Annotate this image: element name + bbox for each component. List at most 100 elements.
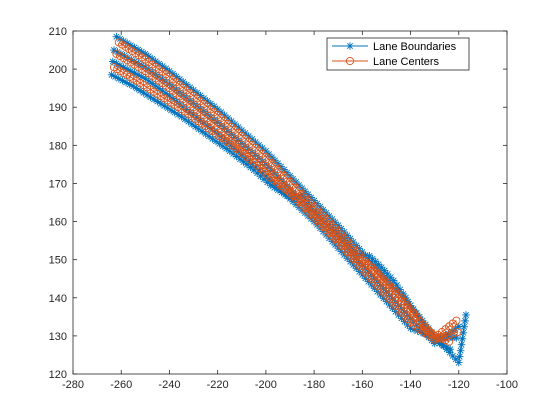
data-point [112, 59, 121, 68]
data-point [130, 69, 139, 77]
data-point [210, 102, 219, 111]
data-point [224, 139, 232, 147]
data-point [224, 114, 232, 122]
data-point [374, 260, 383, 269]
data-point [452, 316, 461, 325]
data-point [186, 108, 194, 116]
data-point [116, 61, 124, 70]
data-point [448, 352, 457, 360]
data-point [313, 212, 322, 222]
series-lane-centers [109, 38, 462, 346]
y-tick-label: 180 [49, 140, 67, 152]
legend-marker [346, 42, 354, 50]
legend-entry: Lane Boundaries [332, 41, 457, 53]
data-point [418, 320, 427, 329]
data-point [160, 102, 169, 110]
data-point [410, 325, 418, 334]
data-point [262, 172, 270, 180]
data-point [210, 127, 219, 135]
series-line [118, 41, 457, 339]
legend-marker [345, 56, 355, 66]
data-point [251, 163, 260, 171]
data-point [177, 112, 186, 121]
data-point [434, 333, 443, 342]
data-point [417, 317, 426, 326]
data-point [143, 91, 151, 99]
y-tick-label: 150 [49, 255, 67, 267]
data-point [158, 62, 167, 70]
data-point [117, 50, 125, 58]
data-point [206, 124, 215, 133]
data-point [227, 117, 236, 125]
data-point [134, 45, 142, 54]
data-point [244, 157, 253, 165]
data-point [157, 99, 165, 108]
data-point [205, 132, 213, 141]
data-point [193, 113, 201, 122]
data-point [304, 198, 312, 207]
data-point [373, 269, 382, 278]
data-point [165, 91, 174, 100]
x-tick-label: -180 [303, 379, 325, 391]
data-point [277, 188, 286, 197]
data-point [255, 166, 263, 174]
x-tick-label: -280 [62, 379, 84, 391]
data-point [181, 115, 189, 123]
data-point [264, 155, 273, 164]
data-point [458, 334, 467, 343]
data-point [251, 138, 260, 146]
legend-label: Lane Boundaries [373, 41, 457, 53]
data-point [151, 57, 160, 66]
data-point [229, 149, 237, 158]
data-point [248, 160, 256, 168]
data-point [255, 141, 263, 149]
data-point [376, 272, 385, 281]
series-markers [109, 63, 454, 346]
data-point [243, 160, 251, 169]
data-point [174, 110, 182, 119]
data-point [148, 79, 157, 88]
data-point [260, 175, 268, 184]
data-point [130, 43, 139, 52]
data-point [399, 290, 408, 298]
data-point [231, 145, 239, 153]
data-point [122, 78, 130, 87]
data-point [220, 111, 229, 119]
data-point [370, 266, 379, 275]
data-point [383, 270, 392, 278]
data-point [273, 165, 282, 174]
data-point [289, 190, 298, 199]
data-point [153, 97, 162, 106]
plot-area [107, 32, 470, 367]
legend-entry: Lane Centers [332, 56, 440, 68]
data-point [124, 53, 132, 62]
data-point [365, 252, 374, 260]
data-point [258, 169, 267, 177]
data-point [368, 254, 377, 263]
data-point [382, 278, 391, 287]
data-point [445, 348, 454, 357]
data-point [388, 284, 397, 293]
legend-entries: Lane Boundaries Lane Centers [332, 41, 457, 68]
data-point [265, 174, 273, 183]
data-point [439, 341, 447, 350]
data-point [424, 333, 433, 342]
data-point [248, 135, 256, 143]
data-point [215, 139, 224, 148]
x-tick-label: -200 [255, 379, 277, 391]
data-point [206, 99, 215, 108]
data-point [421, 323, 430, 332]
axes: -280 -260 -240 -220 -200 -180 -160 -140 -120 -100… [49, 26, 518, 391]
data-point [367, 263, 377, 272]
data-point [167, 106, 175, 115]
data-point [217, 108, 225, 116]
axes-background [73, 31, 507, 374]
data-point [328, 228, 337, 237]
x-tick-label: -220 [207, 379, 229, 391]
data-point [141, 74, 150, 83]
data-point [184, 117, 193, 126]
data-point [208, 135, 217, 143]
data-point [189, 111, 198, 119]
data-point [110, 46, 118, 54]
x-tick-label: -240 [158, 379, 180, 391]
